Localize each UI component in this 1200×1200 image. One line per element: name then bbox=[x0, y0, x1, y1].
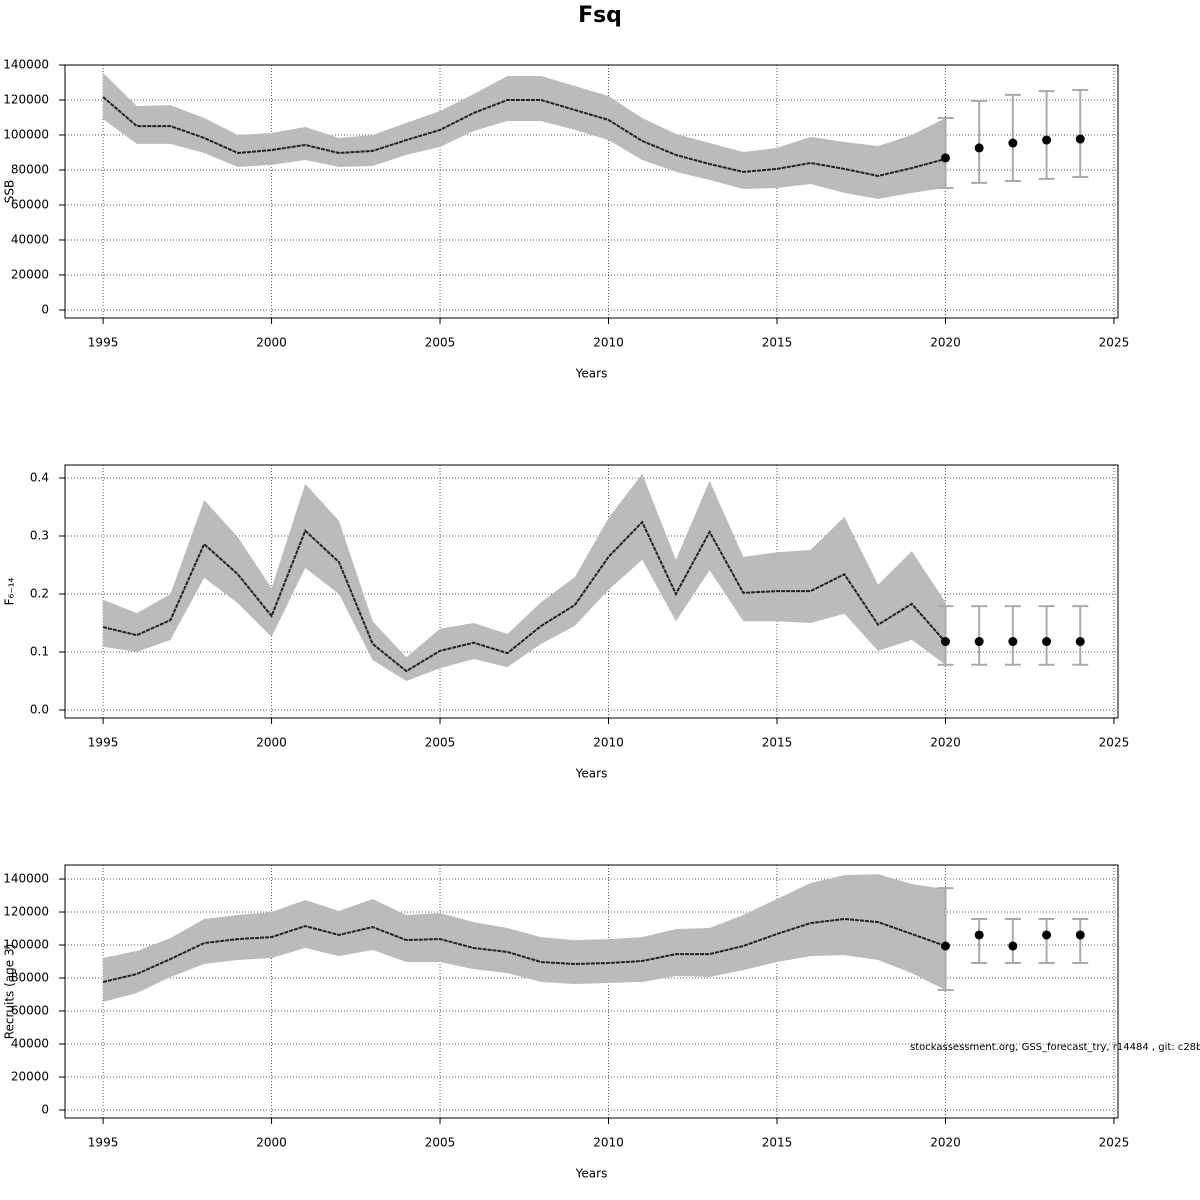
forecast-point bbox=[1008, 138, 1018, 148]
error-bar bbox=[971, 917, 988, 964]
y-tick-label: 60000 bbox=[11, 1004, 49, 1018]
x-axis-label: Years bbox=[575, 1167, 608, 1181]
x-tick-label: 2020 bbox=[930, 336, 961, 350]
error-bar bbox=[1038, 90, 1055, 180]
x-tick-label: 2005 bbox=[425, 1136, 456, 1150]
panel: 0 20000 40000 60000 80000 100000 120000 140000 1… bbox=[3, 864, 1130, 1181]
forecast-point bbox=[940, 153, 950, 163]
forecast-point bbox=[974, 930, 984, 940]
y-tick-label: 20000 bbox=[11, 1070, 49, 1084]
error-bar bbox=[937, 117, 954, 190]
forecast-point bbox=[1075, 134, 1085, 144]
plot-frame bbox=[64, 864, 1119, 1119]
x-tick-label: 2000 bbox=[256, 336, 287, 350]
x-tick-label: 2005 bbox=[425, 336, 456, 350]
y-tick-label: 0.1 bbox=[30, 644, 49, 658]
y-tick-label: 60000 bbox=[11, 197, 49, 211]
y-tick-label: 100000 bbox=[3, 938, 49, 952]
plot-frame bbox=[64, 64, 1119, 319]
error-bar bbox=[971, 605, 988, 666]
panel: 0 20000 40000 60000 80000 100000 120000 140000 1… bbox=[3, 58, 1130, 381]
error-bar bbox=[1004, 917, 1021, 964]
estimate-line bbox=[102, 520, 947, 673]
forecast-point bbox=[940, 637, 950, 647]
panel: 0.0 0.1 0.2 0.3 0.4 1995 2000 2005 2010 2015 2020 2… bbox=[3, 464, 1130, 781]
y-tick-label: 40000 bbox=[11, 1037, 49, 1051]
y-tick-label: 40000 bbox=[11, 232, 49, 246]
y-tick-label: 0.0 bbox=[30, 702, 49, 716]
y-tick-label: 80000 bbox=[11, 971, 49, 985]
x-tick-label: 2025 bbox=[1099, 336, 1130, 350]
error-bar bbox=[1072, 605, 1089, 666]
x-tick-label: 1995 bbox=[88, 736, 119, 750]
x-tick-label: 2025 bbox=[1099, 1136, 1130, 1150]
error-bar bbox=[1038, 605, 1055, 666]
forecast-point bbox=[1075, 930, 1085, 940]
forecast-point bbox=[974, 637, 984, 647]
y-tick-label: 0 bbox=[41, 1102, 49, 1116]
y-axis-label: SSB bbox=[3, 180, 17, 203]
y-tick-label: 0.3 bbox=[30, 528, 49, 542]
confidence-band bbox=[103, 473, 946, 681]
y-axis-label: Recruits (age 3) bbox=[3, 944, 17, 1040]
y-tick-label: 100000 bbox=[3, 127, 49, 141]
x-tick-label: 1995 bbox=[88, 336, 119, 350]
estimate-line bbox=[102, 96, 946, 177]
y-tick-label: 80000 bbox=[11, 162, 49, 176]
x-tick-label: 1995 bbox=[88, 1136, 119, 1150]
error-bar bbox=[1004, 605, 1021, 666]
estimate-line bbox=[102, 917, 946, 983]
footnote: stockassessment.org, GSS_forecast_try, r… bbox=[910, 1042, 1200, 1053]
error-bar bbox=[1038, 917, 1055, 964]
forecast-point bbox=[1042, 637, 1052, 647]
x-tick-label: 2020 bbox=[930, 1136, 961, 1150]
x-tick-label: 2000 bbox=[256, 736, 287, 750]
x-tick-label: 2010 bbox=[593, 736, 624, 750]
y-tick-label: 140000 bbox=[3, 872, 49, 886]
x-tick-label: 2020 bbox=[930, 736, 961, 750]
figure-title: Fsq bbox=[578, 3, 622, 28]
plot-frame bbox=[64, 464, 1119, 719]
y-tick-label: 140000 bbox=[3, 58, 49, 72]
y-axis-label: F₆₋₁₄ bbox=[3, 577, 17, 605]
x-tick-label: 2015 bbox=[762, 736, 793, 750]
x-axis-label: Years bbox=[575, 367, 608, 381]
confidence-band bbox=[103, 73, 946, 200]
forecast-point bbox=[1008, 941, 1018, 951]
error-bar bbox=[937, 605, 954, 666]
forecast-point bbox=[1075, 637, 1085, 647]
y-tick-label: 0.4 bbox=[30, 470, 49, 484]
error-bar bbox=[1072, 89, 1089, 178]
x-tick-label: 2015 bbox=[762, 1136, 793, 1150]
y-tick-label: 20000 bbox=[11, 267, 49, 281]
error-bar bbox=[937, 887, 954, 992]
x-tick-label: 2000 bbox=[256, 1136, 287, 1150]
x-axis-label: Years bbox=[575, 767, 608, 781]
y-tick-label: 0 bbox=[41, 302, 49, 316]
forecast-point bbox=[974, 143, 984, 153]
x-tick-label: 2025 bbox=[1099, 736, 1130, 750]
error-bar bbox=[1072, 917, 1089, 964]
forecast-point bbox=[940, 941, 950, 951]
forecast-point bbox=[1042, 930, 1052, 940]
error-bar bbox=[1004, 93, 1021, 183]
y-tick-label: 120000 bbox=[3, 92, 49, 106]
confidence-band bbox=[103, 874, 946, 1002]
forecast-point bbox=[1008, 637, 1018, 647]
x-tick-label: 2010 bbox=[593, 1136, 624, 1150]
y-tick-label: 0.2 bbox=[30, 586, 49, 600]
forecast-point bbox=[1042, 135, 1052, 145]
x-tick-label: 2010 bbox=[593, 336, 624, 350]
x-tick-label: 2015 bbox=[762, 336, 793, 350]
y-tick-label: 120000 bbox=[3, 905, 49, 919]
error-bar bbox=[971, 100, 988, 184]
x-tick-label: 2005 bbox=[425, 736, 456, 750]
